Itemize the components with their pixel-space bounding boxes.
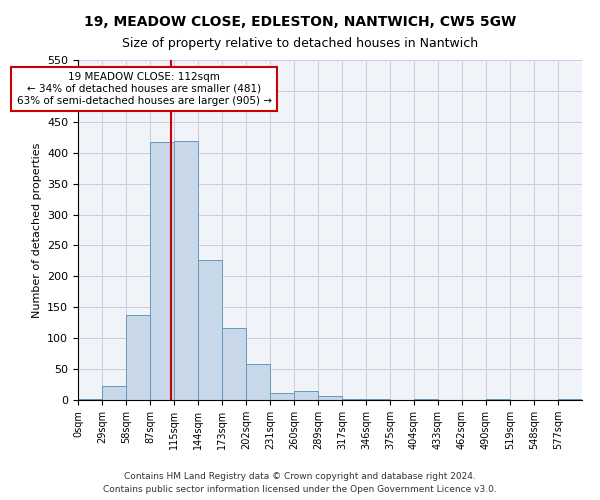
Y-axis label: Number of detached properties: Number of detached properties bbox=[32, 142, 41, 318]
Bar bbox=[342, 399, 366, 400]
Bar bbox=[198, 260, 222, 400]
Bar bbox=[222, 328, 246, 400]
Bar bbox=[318, 396, 342, 400]
Bar bbox=[294, 392, 318, 400]
Text: Contains public sector information licensed under the Open Government Licence v3: Contains public sector information licen… bbox=[103, 485, 497, 494]
Bar bbox=[270, 393, 294, 400]
Bar bbox=[486, 399, 510, 400]
Bar bbox=[102, 386, 126, 400]
Text: 19 MEADOW CLOSE: 112sqm
← 34% of detached houses are smaller (481)
63% of semi-d: 19 MEADOW CLOSE: 112sqm ← 34% of detache… bbox=[17, 72, 272, 106]
Bar bbox=[246, 364, 270, 400]
Bar bbox=[126, 316, 150, 400]
Bar bbox=[78, 399, 102, 400]
Text: Contains HM Land Registry data © Crown copyright and database right 2024.: Contains HM Land Registry data © Crown c… bbox=[124, 472, 476, 481]
Text: 19, MEADOW CLOSE, EDLESTON, NANTWICH, CW5 5GW: 19, MEADOW CLOSE, EDLESTON, NANTWICH, CW… bbox=[84, 15, 516, 29]
Bar bbox=[150, 142, 174, 400]
Bar bbox=[174, 141, 198, 400]
Text: Size of property relative to detached houses in Nantwich: Size of property relative to detached ho… bbox=[122, 38, 478, 51]
